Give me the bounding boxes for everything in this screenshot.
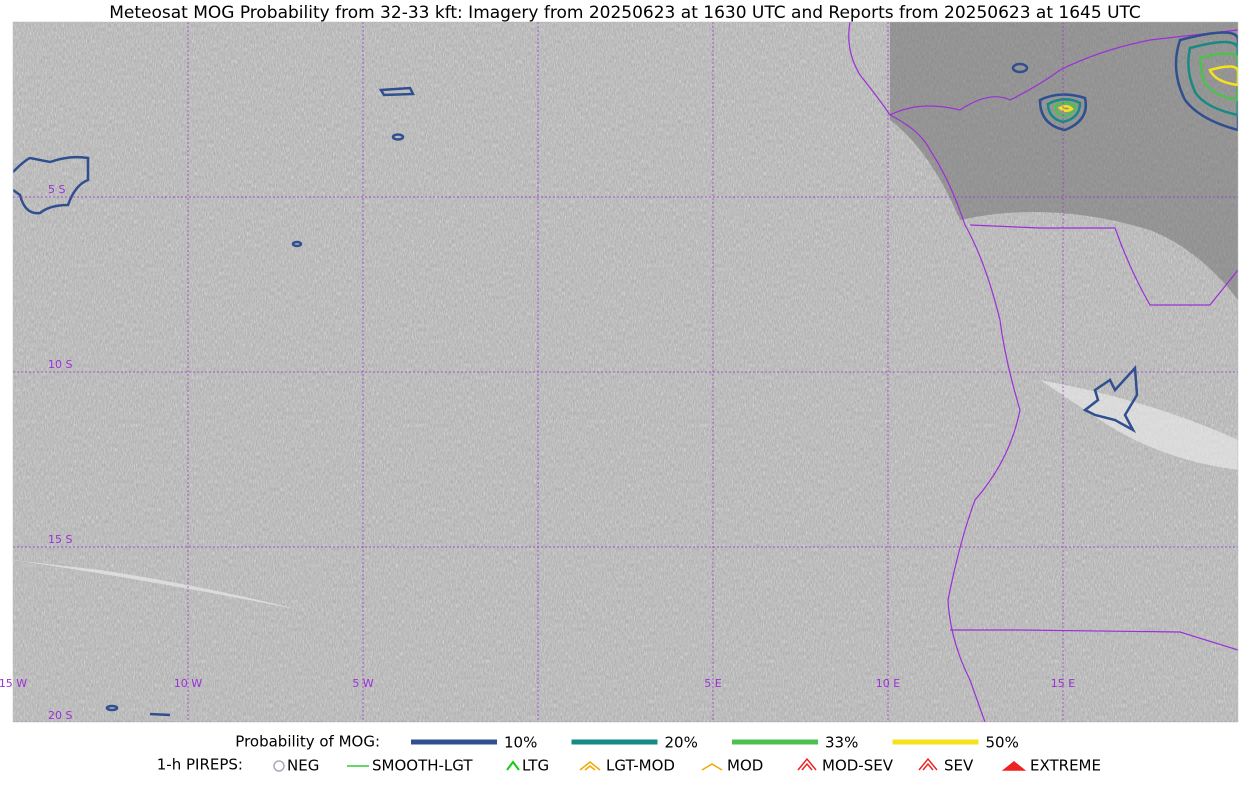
lon-label: 10 W <box>174 677 202 690</box>
lat-label: 5 S <box>48 183 65 196</box>
legend-label: 50% <box>986 734 1019 752</box>
cloud-patch <box>1040 380 1238 470</box>
lat-label: 10 S <box>48 358 72 371</box>
legend: Probability of MOG: 1-h PIREPS: 10% 20% 33… <box>157 733 1101 775</box>
map <box>13 22 1238 722</box>
legend-label: LGT-MOD <box>606 757 675 775</box>
mog-10-contours <box>13 31 1238 717</box>
legend-label: EXTREME <box>1030 757 1101 775</box>
icon-extreme <box>1001 761 1027 771</box>
lat-label: 20 S <box>48 709 72 722</box>
pirep-icons <box>273 757 1027 772</box>
legend-label: 20% <box>665 734 698 752</box>
icon-sev <box>918 757 938 771</box>
map-frame <box>12 21 1239 723</box>
icon-lgt-mod <box>579 761 601 771</box>
icon-ltg <box>506 760 520 771</box>
icon-mod <box>701 763 723 771</box>
coastline <box>848 22 1238 722</box>
legend-label: MOD <box>727 757 763 775</box>
lon-label: 15 E <box>1051 677 1075 690</box>
lon-label: 5 E <box>704 677 721 690</box>
icon-neg <box>273 760 285 772</box>
icon-mod-sev <box>797 757 817 771</box>
lat-label: 15 S <box>48 533 72 546</box>
legend-label: LTG <box>522 757 549 775</box>
legend-label: NEG <box>287 757 319 775</box>
legend-label: SEV <box>944 757 974 775</box>
legend-label: 33% <box>825 734 858 752</box>
legend-title: 1-h PIREPS: <box>157 756 243 774</box>
mog-50-contours <box>1057 65 1238 112</box>
lon-label: 10 E <box>876 677 900 690</box>
title: Meteosat MOG Probability from 32-33 kft:… <box>109 3 1141 23</box>
legend-label: 10% <box>504 734 537 752</box>
lon-label: 5 W <box>352 677 373 690</box>
legend-label: MOD-SEV <box>822 757 894 775</box>
legend-label: SMOOTH-LGT <box>372 757 473 775</box>
legend-title: Probability of MOG: <box>235 733 380 751</box>
mog-33-contours <box>1053 52 1238 118</box>
land-clouds <box>890 22 1238 300</box>
mog-20-contours <box>1046 40 1238 124</box>
lon-label: 15 W <box>0 677 27 690</box>
